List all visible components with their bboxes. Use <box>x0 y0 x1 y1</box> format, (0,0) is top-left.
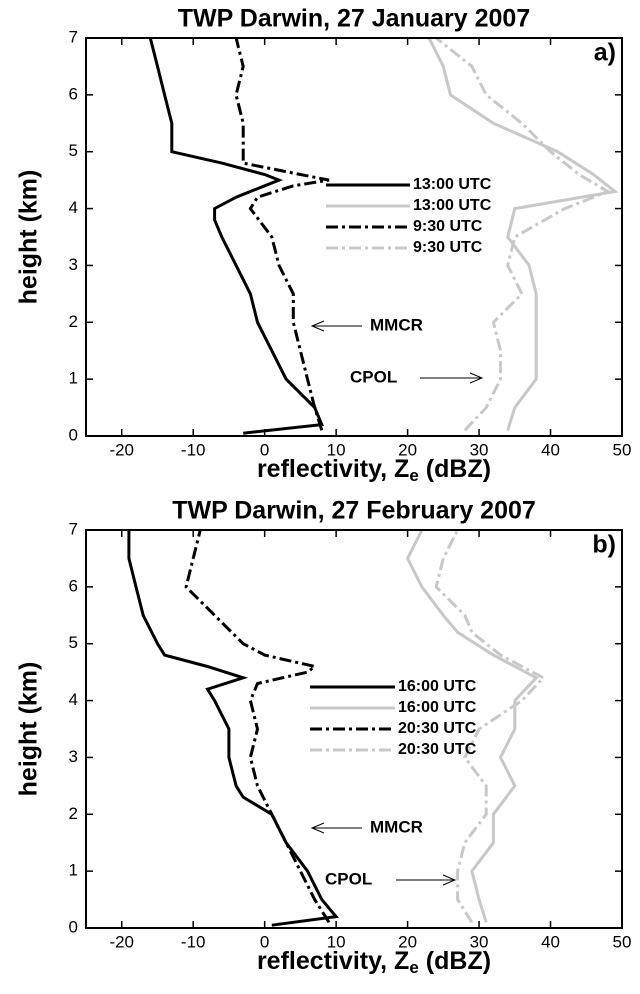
y-axis-label: height (km) <box>15 662 43 797</box>
y-tick-label: 6 <box>69 84 78 103</box>
x-tick-label: 0 <box>260 932 269 951</box>
legend-label: 16:00 UTC <box>398 699 477 716</box>
legend-label: 20:30 UTC <box>398 741 477 758</box>
x-tick-label: 50 <box>613 932 632 951</box>
chart-title: TWP Darwin, 27 February 2007 <box>172 497 536 525</box>
y-tick-label: 2 <box>69 804 78 823</box>
legend-label: 13:00 UTC <box>413 197 492 214</box>
x-tick-label: -10 <box>181 440 206 459</box>
y-tick-label: 0 <box>69 917 78 936</box>
arrow-head <box>469 372 484 384</box>
x-tick-label: 20 <box>398 440 417 459</box>
x-axis-label: reflectivity, Ze (dBZ) <box>257 947 491 978</box>
x-tick-label: 0 <box>260 440 269 459</box>
x-tick-label: 50 <box>613 440 632 459</box>
x-tick-label: 10 <box>327 440 346 459</box>
y-tick-label: 3 <box>69 255 78 274</box>
x-axis-label-text: reflectivity, Z <box>257 455 409 483</box>
legend-label: 9:30 UTC <box>413 218 483 235</box>
x-tick-label: -20 <box>109 932 134 951</box>
x-axis-label-unit: (dBZ) <box>426 947 491 975</box>
x-axis-label: reflectivity, Ze (dBZ) <box>257 455 491 486</box>
x-axis-label-sub: e <box>409 958 418 977</box>
annotation: CPOL <box>350 367 397 386</box>
annotation: MMCR <box>370 315 423 334</box>
profile-line <box>184 529 331 924</box>
y-tick-label: 7 <box>69 27 78 46</box>
x-tick-label: 40 <box>541 440 560 459</box>
y-tick-label: 4 <box>69 690 78 709</box>
x-tick-label: -10 <box>181 932 206 951</box>
y-tick-label: 3 <box>69 747 78 766</box>
arrow-head <box>310 822 325 834</box>
arrow-head <box>310 320 325 332</box>
panel-label: b) <box>592 531 616 559</box>
y-tick-label: 5 <box>69 633 78 652</box>
x-tick-label: 10 <box>327 932 346 951</box>
legend-label: 9:30 UTC <box>413 239 483 256</box>
y-tick-label: 7 <box>69 519 78 538</box>
x-axis-label-unit: (dBZ) <box>426 455 491 483</box>
y-axis-label: height (km) <box>15 170 43 305</box>
plot-frame <box>85 37 623 437</box>
annotation: CPOL <box>325 869 372 888</box>
y-tick-label: 1 <box>69 861 78 880</box>
profile-line <box>148 37 324 435</box>
y-tick-label: 2 <box>69 312 78 331</box>
profile-line <box>434 529 546 924</box>
profile-line <box>127 530 340 927</box>
y-tick-label: 4 <box>69 198 78 217</box>
arrow-head <box>442 874 457 886</box>
y-tick-label: 5 <box>69 141 78 160</box>
y-tick-label: 1 <box>69 369 78 388</box>
x-axis-label-text: reflectivity, Z <box>257 947 409 975</box>
annotation: MMCR <box>370 817 423 836</box>
profile-line <box>405 529 539 923</box>
panel-label: a) <box>594 39 616 67</box>
x-tick-label: -20 <box>109 440 134 459</box>
profile-line <box>435 36 612 432</box>
x-tick-label: 20 <box>398 932 417 951</box>
plot-frame <box>85 529 623 929</box>
legend-label: 13:00 UTC <box>413 176 492 193</box>
x-tick-label: 30 <box>470 932 489 951</box>
legend-label: 20:30 UTC <box>398 720 477 737</box>
x-tick-label: 40 <box>541 932 560 951</box>
profile-line <box>427 37 619 431</box>
y-tick-label: 0 <box>69 425 78 444</box>
chart-title: TWP Darwin, 27 January 2007 <box>178 5 530 33</box>
legend-label: 16:00 UTC <box>398 678 477 695</box>
y-tick-label: 6 <box>69 576 78 595</box>
x-axis-label-sub: e <box>409 466 418 485</box>
x-tick-label: 30 <box>470 440 489 459</box>
